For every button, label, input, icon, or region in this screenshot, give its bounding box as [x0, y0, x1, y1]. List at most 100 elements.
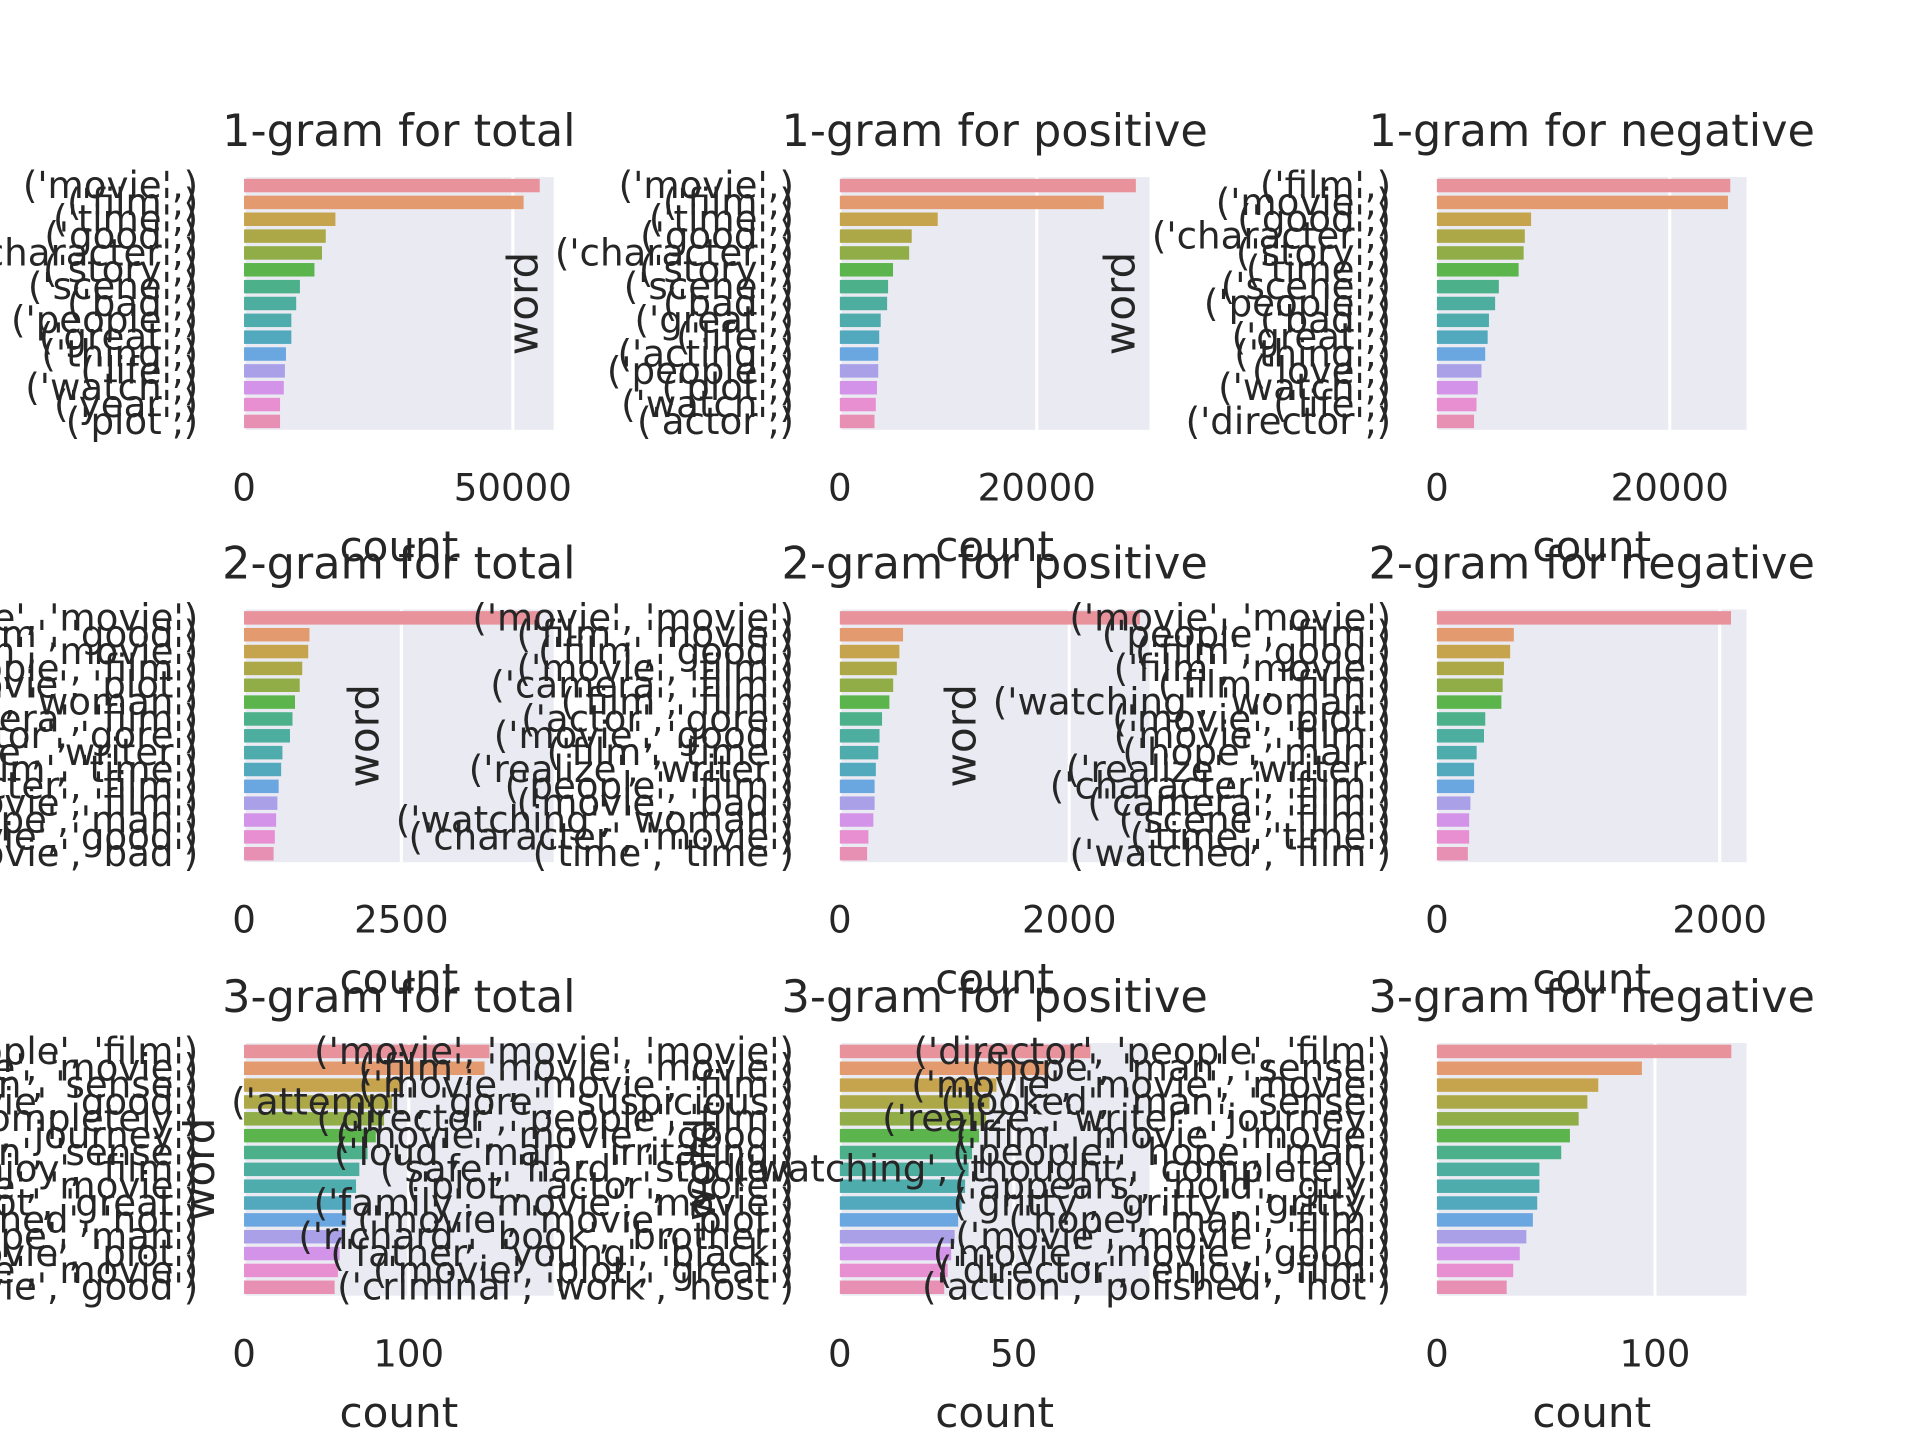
y-tick-label: ('time',): [53, 198, 198, 241]
y-tick-label: ('film',): [67, 181, 198, 224]
bar: [839, 1246, 952, 1261]
y-tick-label: ('love',): [1252, 349, 1391, 392]
x-tick-label: 0: [232, 466, 256, 509]
subplot: 0 100('director', 'people', 'film')('hope…: [676, 971, 1815, 1437]
bar: [244, 695, 296, 709]
chart-title: 2-gram for positive: [782, 537, 1208, 589]
y-tick-label: ('realize', 'writer'): [1066, 748, 1391, 791]
y-tick-label: ('life',): [1273, 383, 1391, 426]
y-tick-label: ('movie', 'movie', 'good'): [336, 1114, 794, 1157]
x-tick-label: 20000: [1611, 466, 1729, 509]
y-tick-label: ('movie', 'movie'): [472, 596, 794, 639]
y-tick-label: ('time', 'time'): [1130, 815, 1391, 858]
y-tick-label: ('film', 'movie', 'movie'): [0, 1047, 198, 1090]
bar: [244, 627, 310, 642]
x-tick-label: 0: [828, 899, 852, 942]
bar: [839, 712, 883, 726]
y-tick-label: ('film', 'time'): [0, 748, 198, 791]
x-tick-label: 2500: [354, 899, 449, 942]
y-tick-label: ('great',): [39, 316, 198, 359]
bar: [1436, 1112, 1579, 1126]
y-axis-label: word: [498, 252, 547, 356]
bar: [244, 212, 336, 226]
y-tick-label: ('movie', 'plot'): [1112, 697, 1391, 740]
bar: [839, 813, 874, 827]
y-tick-label: ('actor',): [637, 400, 794, 443]
y-tick-label: ('scene',): [624, 265, 794, 308]
y-tick-label: ('acting',): [618, 332, 794, 375]
y-tick-label: ('movie', 'movie', 'film'): [955, 1215, 1391, 1258]
y-tick-label: ('father', 'young', 'black'): [330, 1232, 794, 1275]
y-tick-label: ('movie',): [23, 164, 198, 207]
bar: [244, 1095, 393, 1109]
bar: [1436, 397, 1477, 412]
y-tick-label: ('movie', 'plot', 'great'): [373, 1249, 794, 1292]
y-tick-label: ('people', 'film'): [505, 765, 794, 808]
bar: [1436, 661, 1504, 676]
bar: [1436, 1162, 1540, 1177]
subplot: 0 2000 ('movie', 'movie')('film', 'movie')…: [339, 537, 1207, 1003]
bar: [1436, 678, 1503, 692]
bar: [839, 762, 876, 777]
y-tick-label: ('film', 'movie'): [1114, 647, 1392, 690]
bar: [1436, 695, 1502, 709]
y-tick-label: ('bad',): [663, 282, 794, 325]
y-tick-label: ('time',): [649, 198, 794, 241]
x-tick-label: 0: [1425, 466, 1449, 509]
y-axis-label: word: [175, 1118, 224, 1222]
bar: [244, 1044, 490, 1059]
y-tick-label: ('great',): [635, 299, 794, 342]
bar: [244, 1246, 340, 1261]
y-tick-label: ('realize', 'writer'): [469, 748, 794, 791]
x-tick-label: 20000: [978, 466, 1096, 509]
y-tick-label: ('movie', 'film'): [1114, 714, 1392, 757]
y-tick-label: ('director', 'people', 'film'): [0, 1030, 198, 1073]
bar: [244, 279, 300, 294]
x-tick-label: 0: [1425, 1332, 1449, 1375]
bar: [839, 263, 894, 277]
bar: [839, 313, 881, 328]
y-tick-label: ('story',): [1236, 231, 1391, 274]
bar: [1436, 813, 1470, 827]
bar: [839, 1095, 990, 1109]
y-tick-label: ('movie', 'movie', 'plot'): [0, 1232, 198, 1275]
bar: [244, 762, 282, 777]
bar: [1436, 263, 1519, 277]
y-tick-label: ('director', 'enjoy', 'film'): [0, 1148, 198, 1191]
y-tick-label: ('film', 'movie'): [517, 613, 794, 656]
bar: [244, 313, 292, 328]
bar: [244, 330, 292, 344]
bar: [244, 678, 300, 692]
bar: [839, 1078, 997, 1092]
x-tick-label: 2000: [1672, 899, 1767, 942]
y-tick-label: ('movie', 'plot', 'great'): [0, 1181, 198, 1224]
subplot: 0 2000 ('movie', 'movie')('people', 'film'…: [936, 537, 1815, 1003]
bar: [839, 397, 876, 412]
y-tick-label: ('people',): [11, 299, 198, 342]
y-tick-label: ('safe', 'hard', 'studio'): [380, 1148, 794, 1191]
y-tick-label: ('family', 'movie', 'movie'): [0, 1165, 198, 1208]
bar: [839, 296, 888, 311]
y-tick-label: ('scene', 'film'): [1119, 798, 1391, 841]
bar: [1436, 1095, 1588, 1109]
y-tick-label: ('watching', 'woman'): [0, 680, 198, 723]
y-tick-label: ('film', 'good'): [1135, 630, 1391, 673]
bar: [1436, 1078, 1599, 1092]
bar: [244, 1280, 335, 1295]
x-axis-label: count: [1532, 1388, 1651, 1437]
chart-title: 3-gram for positive: [782, 971, 1208, 1023]
x-tick-label: 100: [1620, 1332, 1691, 1375]
y-tick-label: ('looked', 'man', 'sense'): [0, 1131, 198, 1174]
y-tick-label: ('hope', 'man', 'sense'): [970, 1047, 1391, 1090]
bar: [1436, 830, 1470, 844]
y-tick-label: ('movie', 'movie', 'movie'): [911, 1063, 1391, 1106]
y-tick-label: ('camera', 'film'): [0, 697, 198, 740]
y-tick-label: ('movie', 'film'): [517, 647, 794, 690]
bar: [1436, 1128, 1570, 1143]
bar: [244, 830, 275, 844]
y-tick-label: ('character',): [555, 231, 794, 274]
y-tick-label: ('richard', 'book', 'brother'): [298, 1215, 794, 1258]
y-axis-label: word: [676, 1118, 725, 1222]
x-tick-label: 0: [828, 466, 852, 509]
